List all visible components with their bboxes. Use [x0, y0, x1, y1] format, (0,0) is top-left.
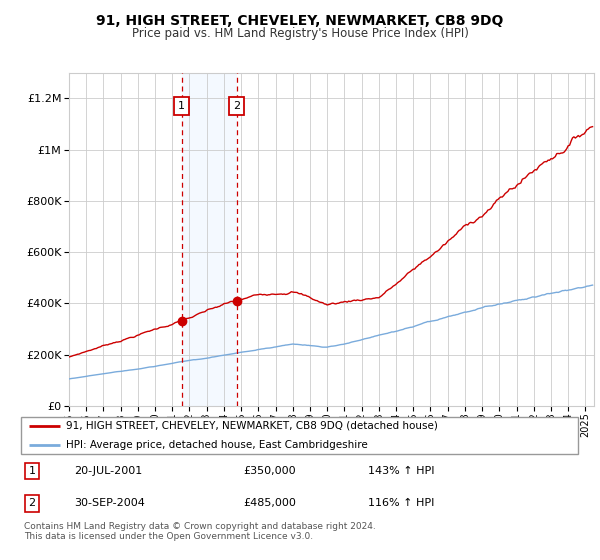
- Text: 143% ↑ HPI: 143% ↑ HPI: [368, 466, 434, 476]
- Text: 116% ↑ HPI: 116% ↑ HPI: [368, 498, 434, 508]
- Text: Contains HM Land Registry data © Crown copyright and database right 2024.
This d: Contains HM Land Registry data © Crown c…: [24, 522, 376, 542]
- Text: 1: 1: [29, 466, 35, 476]
- Text: 2: 2: [29, 498, 35, 508]
- Text: Price paid vs. HM Land Registry's House Price Index (HPI): Price paid vs. HM Land Registry's House …: [131, 27, 469, 40]
- Text: 91, HIGH STREET, CHEVELEY, NEWMARKET, CB8 9DQ (detached house): 91, HIGH STREET, CHEVELEY, NEWMARKET, CB…: [66, 421, 438, 431]
- Text: £485,000: £485,000: [244, 498, 296, 508]
- Text: 30-SEP-2004: 30-SEP-2004: [74, 498, 145, 508]
- Text: 2: 2: [233, 101, 241, 111]
- FancyBboxPatch shape: [21, 417, 578, 454]
- Bar: [182, 73, 237, 406]
- Text: £350,000: £350,000: [244, 466, 296, 476]
- Text: HPI: Average price, detached house, East Cambridgeshire: HPI: Average price, detached house, East…: [66, 440, 368, 450]
- Text: 91, HIGH STREET, CHEVELEY, NEWMARKET, CB8 9DQ: 91, HIGH STREET, CHEVELEY, NEWMARKET, CB…: [97, 14, 503, 28]
- Text: 1: 1: [178, 101, 185, 111]
- Text: 20-JUL-2001: 20-JUL-2001: [74, 466, 143, 476]
